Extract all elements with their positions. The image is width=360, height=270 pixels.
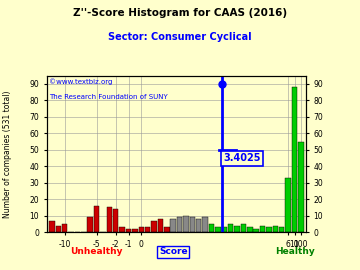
Text: Sector: Consumer Cyclical: Sector: Consumer Cyclical xyxy=(108,32,252,42)
Text: Unhealthy: Unhealthy xyxy=(70,248,123,256)
Text: Healthy: Healthy xyxy=(275,248,314,256)
Bar xyxy=(177,217,182,232)
Text: Z''-Score Histogram for CAAS (2016): Z''-Score Histogram for CAAS (2016) xyxy=(73,8,287,18)
Bar xyxy=(113,209,118,232)
Bar xyxy=(298,141,303,232)
Bar xyxy=(285,178,291,232)
Bar xyxy=(55,226,61,232)
Bar xyxy=(241,224,246,232)
Text: Number of companies (531 total): Number of companies (531 total) xyxy=(3,90,12,218)
Bar xyxy=(151,221,157,232)
Bar xyxy=(62,224,67,232)
Bar xyxy=(126,229,131,232)
Bar xyxy=(221,227,227,232)
Text: 3.4025: 3.4025 xyxy=(223,153,261,163)
Bar xyxy=(228,224,233,232)
Bar xyxy=(273,226,278,232)
Bar xyxy=(87,217,93,232)
Bar xyxy=(292,87,297,232)
Text: Score: Score xyxy=(159,248,188,256)
Bar xyxy=(196,219,202,232)
Bar xyxy=(190,217,195,232)
Text: ©www.textbiz.org: ©www.textbiz.org xyxy=(49,79,113,85)
Bar xyxy=(49,221,55,232)
Text: The Research Foundation of SUNY: The Research Foundation of SUNY xyxy=(49,94,168,100)
Bar xyxy=(253,229,259,232)
Bar xyxy=(139,227,144,232)
Bar xyxy=(183,216,189,232)
Bar xyxy=(215,227,221,232)
Bar xyxy=(132,229,138,232)
Bar xyxy=(279,227,284,232)
Bar xyxy=(234,226,240,232)
Bar xyxy=(164,227,170,232)
Bar xyxy=(202,217,208,232)
Bar xyxy=(158,219,163,232)
Bar xyxy=(247,227,252,232)
Bar xyxy=(209,224,214,232)
Bar xyxy=(171,219,176,232)
Bar xyxy=(120,227,125,232)
Bar xyxy=(260,226,265,232)
Bar xyxy=(107,207,112,232)
Bar xyxy=(266,227,272,232)
Bar xyxy=(94,206,99,232)
Bar xyxy=(145,227,150,232)
